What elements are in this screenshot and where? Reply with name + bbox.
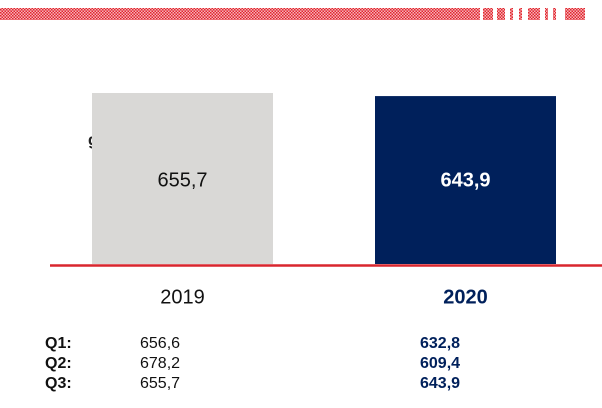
x-tick-label: 2019: [160, 286, 205, 308]
row-label: Q3:: [45, 375, 72, 392]
bar: [92, 93, 273, 264]
x-tick-label: 2020: [443, 286, 488, 308]
row-label: Q1:: [45, 335, 72, 352]
table-cell: 655,7: [140, 375, 180, 392]
table-cell: 678,2: [140, 355, 180, 372]
bar: [375, 96, 556, 264]
table-cell: 609,4: [420, 355, 460, 372]
value-label: 643,9: [440, 169, 490, 191]
row-label: Q2:: [45, 355, 72, 372]
header-band: [0, 8, 585, 20]
table-cell: 643,9: [420, 375, 460, 392]
table-cell: 656,6: [140, 335, 180, 352]
value-label: 655,7: [157, 169, 207, 191]
table-cell: 632,8: [420, 335, 460, 352]
